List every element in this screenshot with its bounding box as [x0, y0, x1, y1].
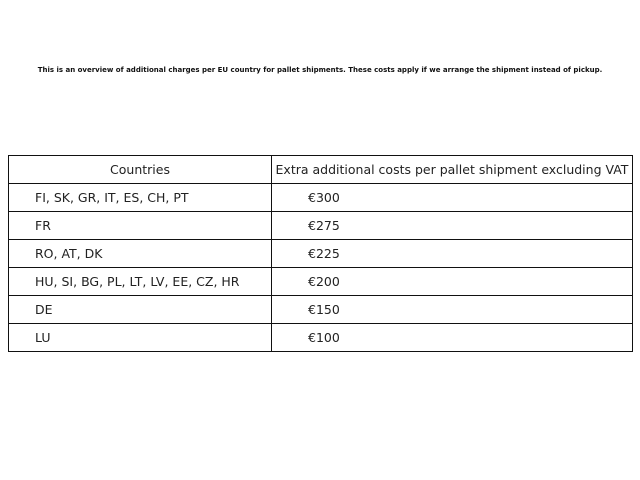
cost-cell: €200 [271, 267, 633, 296]
countries-cell: DE [8, 295, 272, 324]
table-header-row: Countries Extra additional costs per pal… [8, 155, 633, 184]
table-row: DE €150 [8, 295, 633, 324]
cost-cell: €275 [271, 211, 633, 240]
header-extra-costs: Extra additional costs per pallet shipme… [271, 155, 633, 184]
countries-cell: FR [8, 211, 272, 240]
header-countries: Countries [8, 155, 272, 184]
table-row: LU €100 [8, 323, 633, 352]
countries-cell: RO, AT, DK [8, 239, 272, 268]
countries-cell: LU [8, 323, 272, 352]
table-row: HU, SI, BG, PL, LT, LV, EE, CZ, HR €200 [8, 267, 633, 296]
intro-text: This is an overview of additional charge… [37, 66, 603, 74]
cost-cell: €150 [271, 295, 633, 324]
countries-cell: FI, SK, GR, IT, ES, CH, PT [8, 183, 272, 212]
cost-cell: €300 [271, 183, 633, 212]
table-row: RO, AT, DK €225 [8, 239, 633, 268]
cost-cell: €225 [271, 239, 633, 268]
cost-cell: €100 [271, 323, 633, 352]
table-row: FR €275 [8, 211, 633, 240]
table-row: FI, SK, GR, IT, ES, CH, PT €300 [8, 183, 633, 212]
pallet-charges-table: Countries Extra additional costs per pal… [8, 155, 633, 352]
countries-cell: HU, SI, BG, PL, LT, LV, EE, CZ, HR [8, 267, 272, 296]
